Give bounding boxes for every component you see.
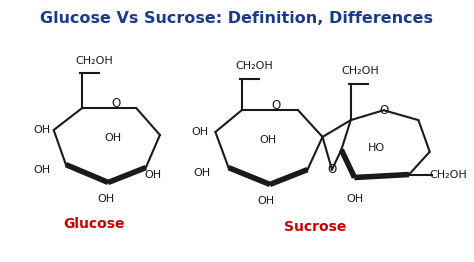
Text: OH: OH (145, 170, 162, 179)
Text: OH: OH (257, 196, 275, 206)
Text: OH: OH (104, 133, 121, 143)
Text: Glucose: Glucose (64, 217, 125, 231)
Text: OH: OH (259, 135, 277, 145)
Text: CH₂OH: CH₂OH (75, 56, 113, 66)
Text: O: O (271, 99, 280, 112)
Text: O: O (111, 97, 120, 110)
Text: OH: OH (34, 165, 51, 174)
Text: CH₂OH: CH₂OH (235, 61, 273, 71)
Text: O: O (328, 163, 337, 176)
Text: Sucrose: Sucrose (284, 220, 346, 234)
Text: OH: OH (98, 194, 115, 204)
Text: OH: OH (346, 194, 363, 204)
Text: CH₂OH: CH₂OH (341, 66, 379, 76)
Text: Glucose Vs Sucrose: Definition, Differences: Glucose Vs Sucrose: Definition, Differen… (40, 11, 434, 26)
Text: O: O (379, 104, 388, 117)
Text: OH: OH (34, 125, 51, 135)
Text: CH₂OH: CH₂OH (429, 170, 467, 179)
Text: HO: HO (367, 143, 385, 153)
Text: OH: OH (192, 127, 209, 137)
Text: OH: OH (194, 168, 211, 178)
